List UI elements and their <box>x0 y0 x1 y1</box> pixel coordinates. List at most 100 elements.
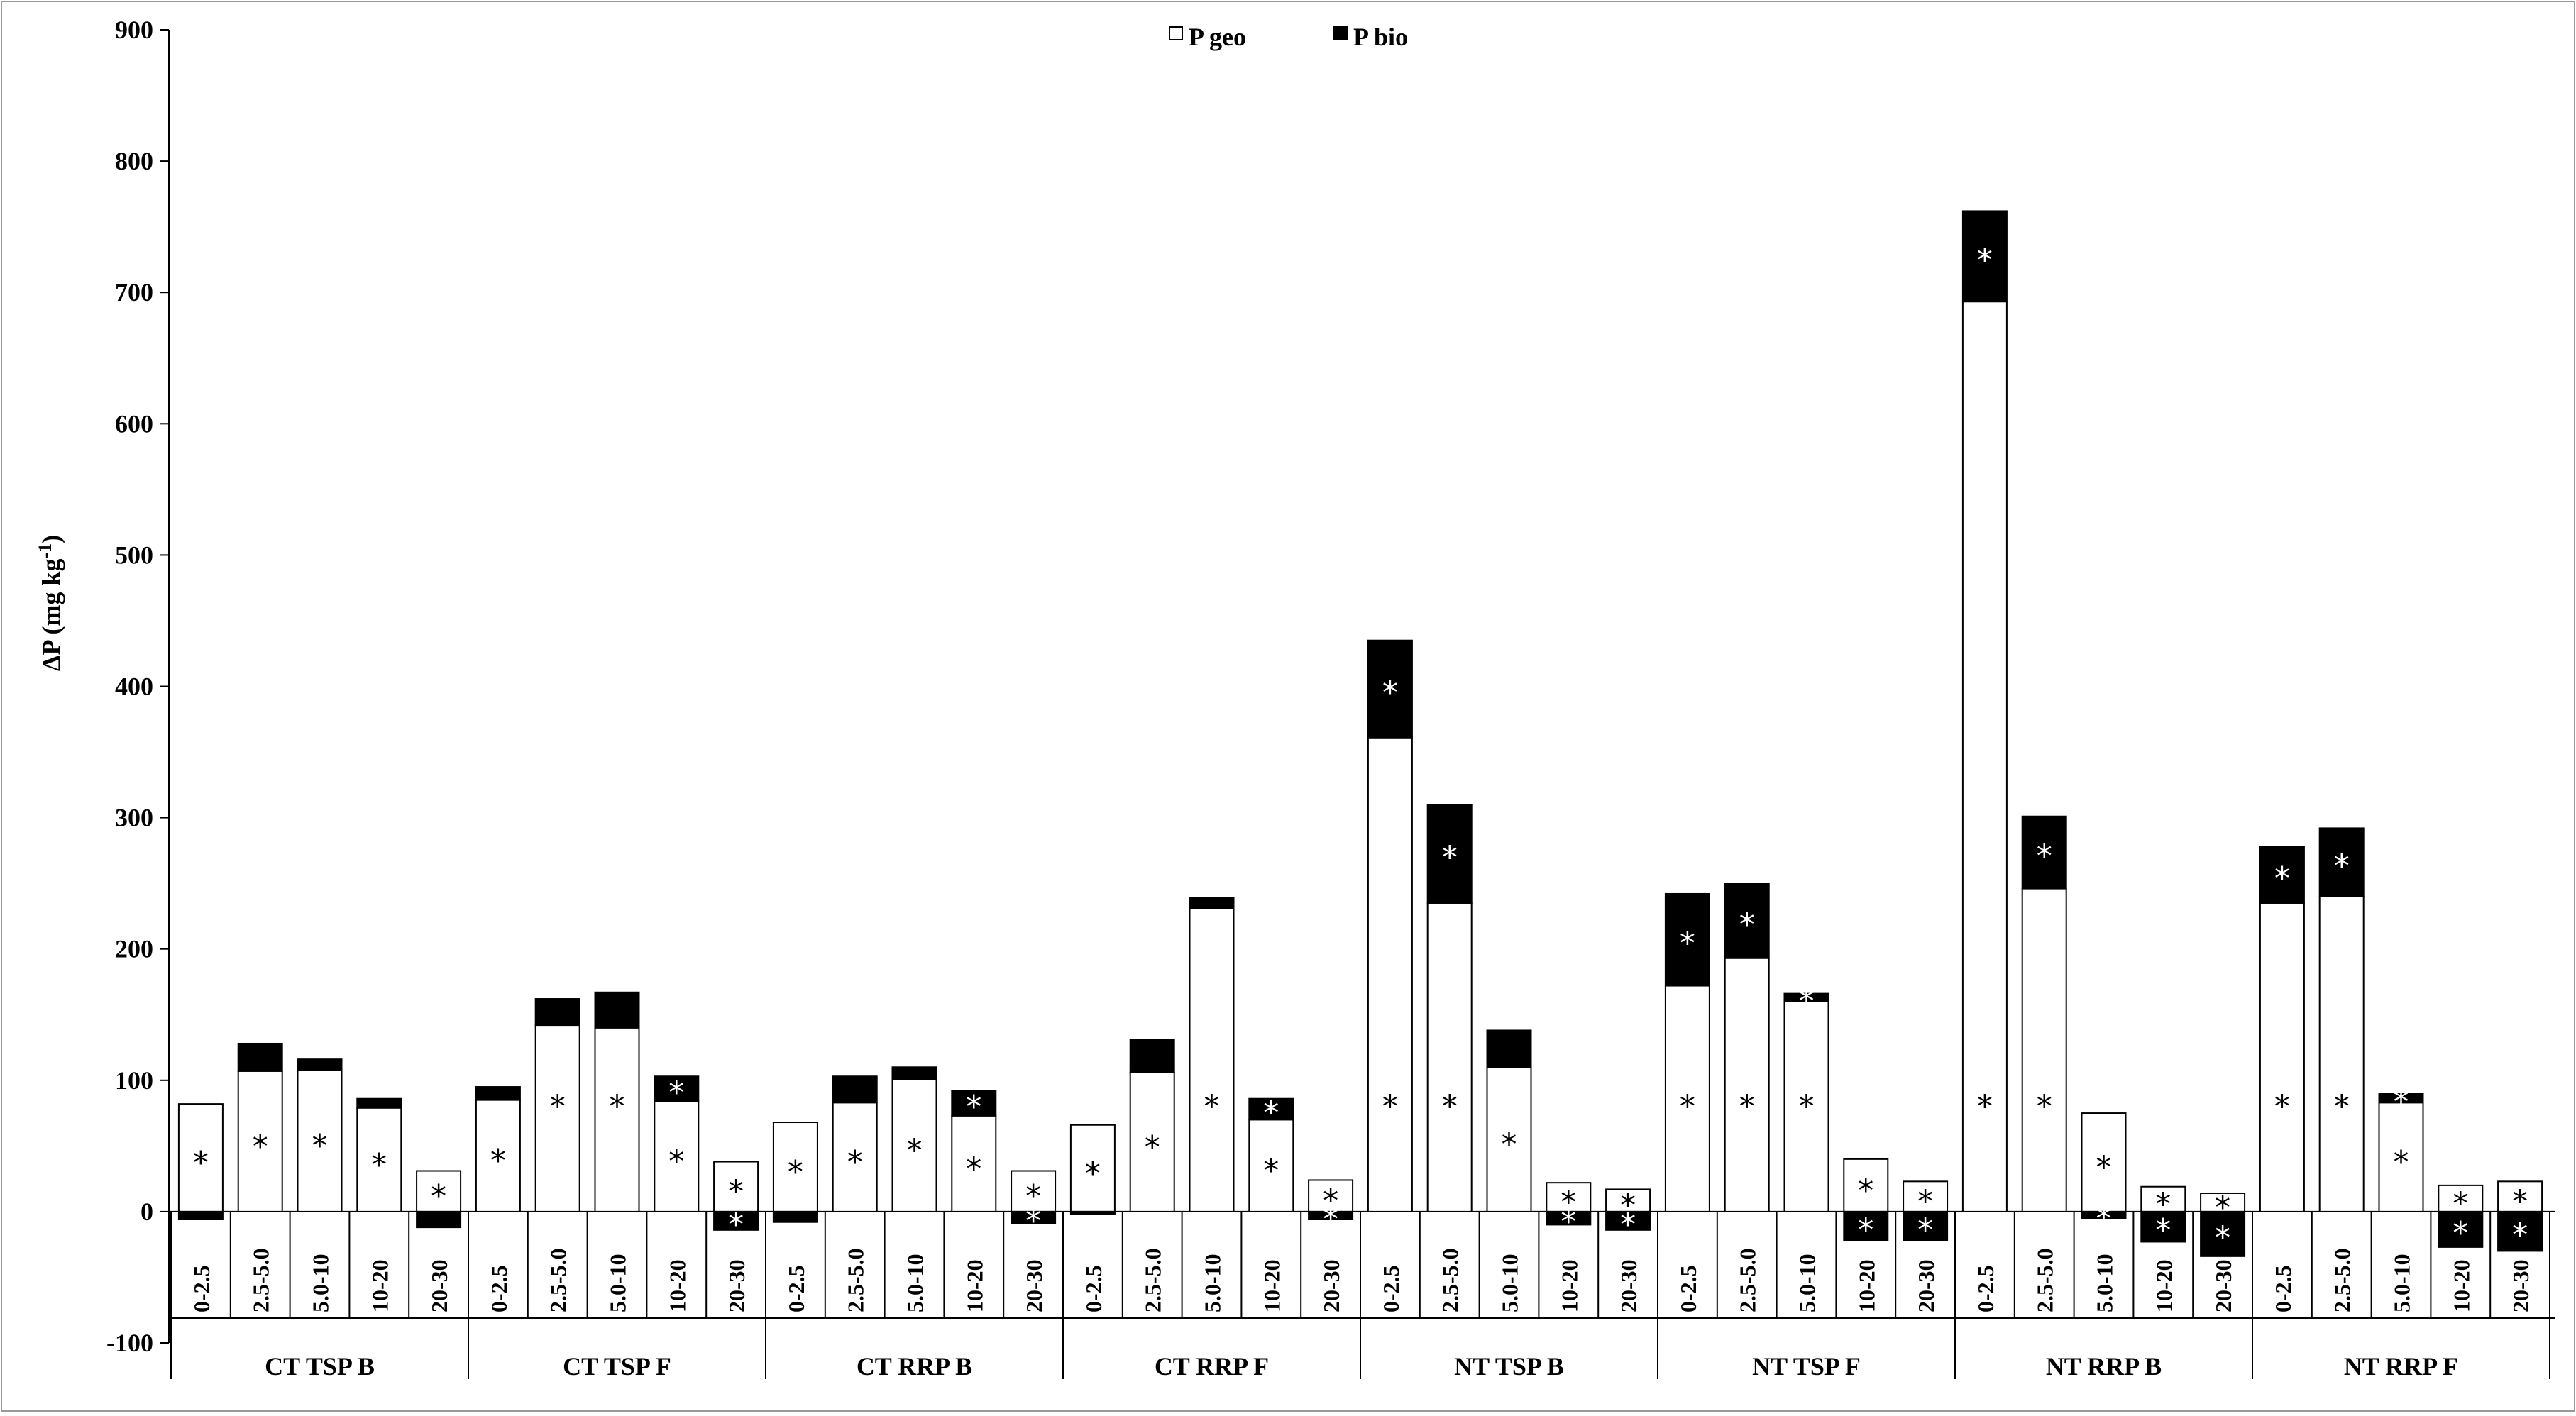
bar-p-bio <box>2318 827 2365 897</box>
significance-mark-bio: * <box>1799 983 1815 1019</box>
bar-p-bio <box>2140 1210 2186 1243</box>
significance-mark-geo: * <box>1739 1088 1755 1124</box>
group-label: CT RRP B <box>857 1352 972 1381</box>
bar-p-bio <box>1724 883 1770 959</box>
significance-mark-bio: * <box>1620 1207 1636 1243</box>
significance-mark-bio: * <box>2037 839 2052 875</box>
y-tick-label: 300 <box>115 804 153 832</box>
significance-mark-geo: * <box>371 1147 387 1183</box>
bar-p-geo <box>2318 895 2365 1212</box>
bar-p-bio <box>654 1075 700 1102</box>
bar-p-geo <box>772 1122 818 1212</box>
significance-mark-bio: * <box>1025 1203 1041 1239</box>
significance-mark-bio: * <box>966 1089 981 1125</box>
bar-p-bio <box>951 1090 997 1117</box>
group-label: CT TSP F <box>563 1352 671 1381</box>
significance-mark-geo: * <box>1323 1183 1338 1219</box>
significance-mark-geo: * <box>2215 1190 2230 1226</box>
category-label: 2.5-5.0 <box>1140 1248 1166 1312</box>
significance-mark-geo: * <box>1382 1088 1398 1124</box>
category-label: 10-20 <box>664 1259 690 1312</box>
bar-p-bio <box>1961 210 2008 303</box>
bar-p-bio <box>177 1210 224 1221</box>
significance-mark-geo: * <box>253 1129 268 1165</box>
category-label: 5.0-10 <box>308 1254 334 1312</box>
bar-p-geo <box>2140 1185 2186 1212</box>
legend-label-bio: P bio <box>1353 23 1408 51</box>
y-axis-title-sup: -1 <box>35 543 55 559</box>
category-label: 2.5-5.0 <box>2032 1248 2058 1312</box>
significance-mark-bio: * <box>2215 1219 2230 1256</box>
category-label: 5.0-10 <box>1795 1254 1820 1312</box>
category-label: 0-2.5 <box>1675 1265 1701 1312</box>
bar-p-geo <box>1129 1071 1175 1212</box>
y-tick-label: 200 <box>115 935 153 963</box>
significance-mark-geo: * <box>2274 1088 2290 1124</box>
bar-p-bio <box>1664 892 1710 987</box>
y-tick-label: 500 <box>115 541 153 569</box>
bar-p-bio <box>1486 1029 1532 1068</box>
category-label: 10-20 <box>367 1259 392 1312</box>
significance-mark-geo: * <box>907 1132 923 1168</box>
significance-mark-geo: * <box>1502 1127 1517 1163</box>
significance-mark-bio: * <box>668 1075 684 1111</box>
bar-p-geo <box>832 1102 878 1212</box>
significance-mark-geo: * <box>1680 1088 1695 1124</box>
bar-p-bio <box>1843 1210 1889 1241</box>
category-label: 5.0-10 <box>2092 1254 2118 1312</box>
category-label: 20-30 <box>1616 1259 1641 1312</box>
significance-mark-geo: * <box>668 1144 684 1180</box>
category-label: 2.5-5.0 <box>1735 1248 1761 1312</box>
bar-p-bio <box>2259 846 2305 904</box>
category-label: 5.0-10 <box>605 1254 631 1312</box>
category-label: 0-2.5 <box>1081 1265 1106 1312</box>
bar-p-bio <box>416 1210 462 1229</box>
category-label: 0-2.5 <box>783 1265 809 1312</box>
category-label: 10-20 <box>2151 1259 2176 1312</box>
significance-mark-geo: * <box>550 1088 566 1124</box>
significance-mark-geo: * <box>312 1128 328 1164</box>
significance-mark-geo: * <box>2155 1186 2171 1222</box>
bar-p-bio <box>475 1086 521 1101</box>
bar-p-geo <box>2378 1102 2424 1212</box>
significance-mark-geo: * <box>847 1144 863 1180</box>
bar-p-geo <box>1605 1188 1651 1212</box>
category-label: 20-30 <box>2508 1259 2533 1312</box>
significance-mark-geo: * <box>1977 1088 1993 1124</box>
bar-p-geo <box>1486 1066 1532 1212</box>
bar-p-bio <box>1605 1210 1651 1231</box>
significance-mark-geo: * <box>2334 1088 2350 1124</box>
legend-swatch-geo <box>1169 26 1183 40</box>
category-label: 2.5-5.0 <box>248 1248 274 1312</box>
significance-mark-bio: * <box>2155 1212 2171 1249</box>
bar-p-bio <box>1367 639 1413 739</box>
bar-p-geo <box>1011 1170 1057 1212</box>
category-label: 0-2.5 <box>486 1265 512 1312</box>
significance-mark-geo: * <box>1085 1156 1101 1192</box>
bar-p-bio <box>2021 815 2067 890</box>
significance-mark-geo: * <box>2096 1149 2112 1185</box>
legend: P geo P bio <box>1169 23 1408 51</box>
significance-mark-geo: * <box>490 1143 506 1179</box>
bar-p-bio <box>1783 992 1829 1002</box>
y-axis-title-text: ΔP (mg kg <box>37 559 65 672</box>
category-label: 0-2.5 <box>1973 1265 1998 1312</box>
bar-p-geo <box>654 1100 700 1212</box>
significance-mark-geo: * <box>1799 1088 1815 1124</box>
y-tick-label: 900 <box>115 16 153 44</box>
category-label: 5.0-10 <box>1497 1254 1523 1312</box>
bar-p-bio <box>297 1058 343 1071</box>
bar-p-geo <box>2259 902 2305 1212</box>
significance-mark-bio: * <box>2453 1215 2468 1251</box>
significance-mark-geo: * <box>1858 1173 1873 1209</box>
significance-mark-geo: * <box>1917 1184 1933 1220</box>
bar-p-geo <box>2081 1112 2127 1212</box>
significance-mark-geo: * <box>1561 1185 1576 1221</box>
y-tick-label: -100 <box>106 1329 153 1357</box>
significance-mark-bio: * <box>2512 1217 2528 1254</box>
significance-mark-bio: * <box>1382 675 1398 711</box>
y-tick-label: 100 <box>115 1066 153 1095</box>
group-label: NT TSP B <box>1454 1352 1564 1381</box>
bar-p-bio <box>1189 897 1235 909</box>
